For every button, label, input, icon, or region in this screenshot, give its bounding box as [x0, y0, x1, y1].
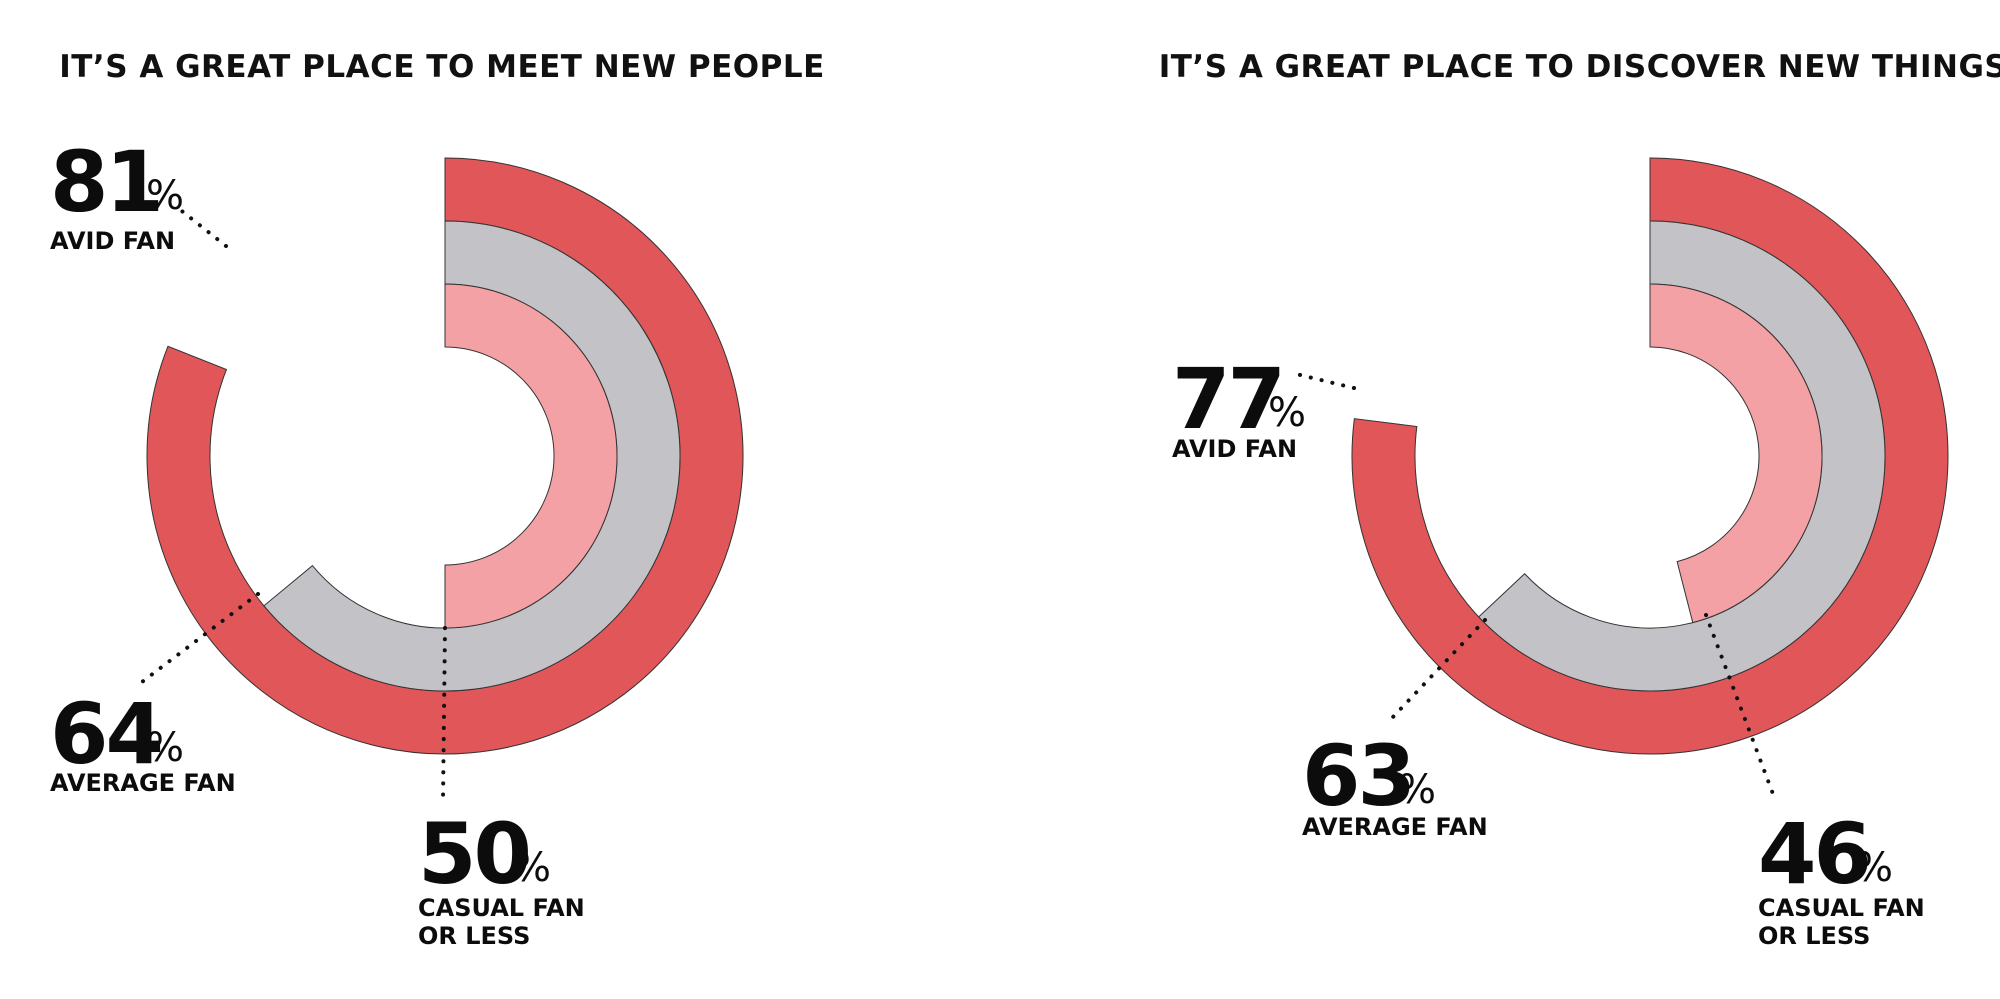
series-label-casual-line2: OR LESS — [418, 922, 530, 950]
value-label-avid: 77 — [1172, 350, 1283, 448]
series-label-casual: CASUAL FAN — [418, 894, 585, 922]
series-label-avid: AVID FAN — [50, 227, 175, 255]
ring-group — [1351, 157, 1949, 755]
leader-line-casual — [441, 626, 447, 802]
ring-bar-casual — [1649, 283, 1823, 624]
callout-average: 63 % AVERAGE FAN — [1302, 727, 1488, 841]
percent-sign: % — [1855, 845, 1893, 891]
series-label-average: AVERAGE FAN — [1302, 813, 1488, 841]
leader-lines — [1290, 371, 1778, 804]
leader-line-average — [140, 592, 260, 684]
value-label-average: 64 — [50, 685, 161, 783]
callout-average: 64 % AVERAGE FAN — [50, 685, 236, 797]
chart-title: IT’S A GREAT PLACE TO MEET NEW PEOPLE — [59, 49, 825, 85]
chart-discover-new-things: IT’S A GREAT PLACE TO DISCOVER NEW THING… — [1159, 49, 2000, 950]
ring-bar-casual — [444, 283, 618, 629]
leader-lines — [140, 206, 447, 802]
value-label-average: 63 — [1302, 727, 1413, 825]
series-label-average: AVERAGE FAN — [50, 769, 236, 797]
percent-sign: % — [1268, 390, 1306, 436]
series-label-casual-line2: OR LESS — [1758, 922, 1870, 950]
ring-group — [146, 157, 744, 755]
chart-meet-new-people: IT’S A GREAT PLACE TO MEET NEW PEOPLE 81… — [50, 49, 825, 950]
value-label-casual: 46 — [1758, 805, 1869, 903]
percent-sign: % — [146, 173, 184, 219]
percent-sign: % — [1398, 767, 1436, 813]
series-label-avid: AVID FAN — [1172, 435, 1297, 463]
callout-avid: 81 % AVID FAN — [50, 133, 184, 255]
leader-line-avid — [1290, 371, 1356, 390]
leader-line-casual — [1704, 613, 1778, 804]
series-label-casual: CASUAL FAN — [1758, 894, 1925, 922]
percent-sign: % — [513, 845, 551, 891]
value-label-avid: 81 — [50, 133, 161, 231]
callout-avid: 77 % AVID FAN — [1172, 350, 1306, 463]
value-label-casual: 50 — [418, 805, 529, 903]
leader-line-avid — [176, 206, 228, 248]
leader-line-average — [1390, 618, 1487, 720]
percent-sign: % — [146, 725, 184, 771]
callout-casual: 50 % CASUAL FAN OR LESS — [418, 805, 585, 950]
callout-casual: 46 % CASUAL FAN OR LESS — [1758, 805, 1925, 950]
chart-title: IT’S A GREAT PLACE TO DISCOVER NEW THING… — [1159, 49, 2000, 85]
